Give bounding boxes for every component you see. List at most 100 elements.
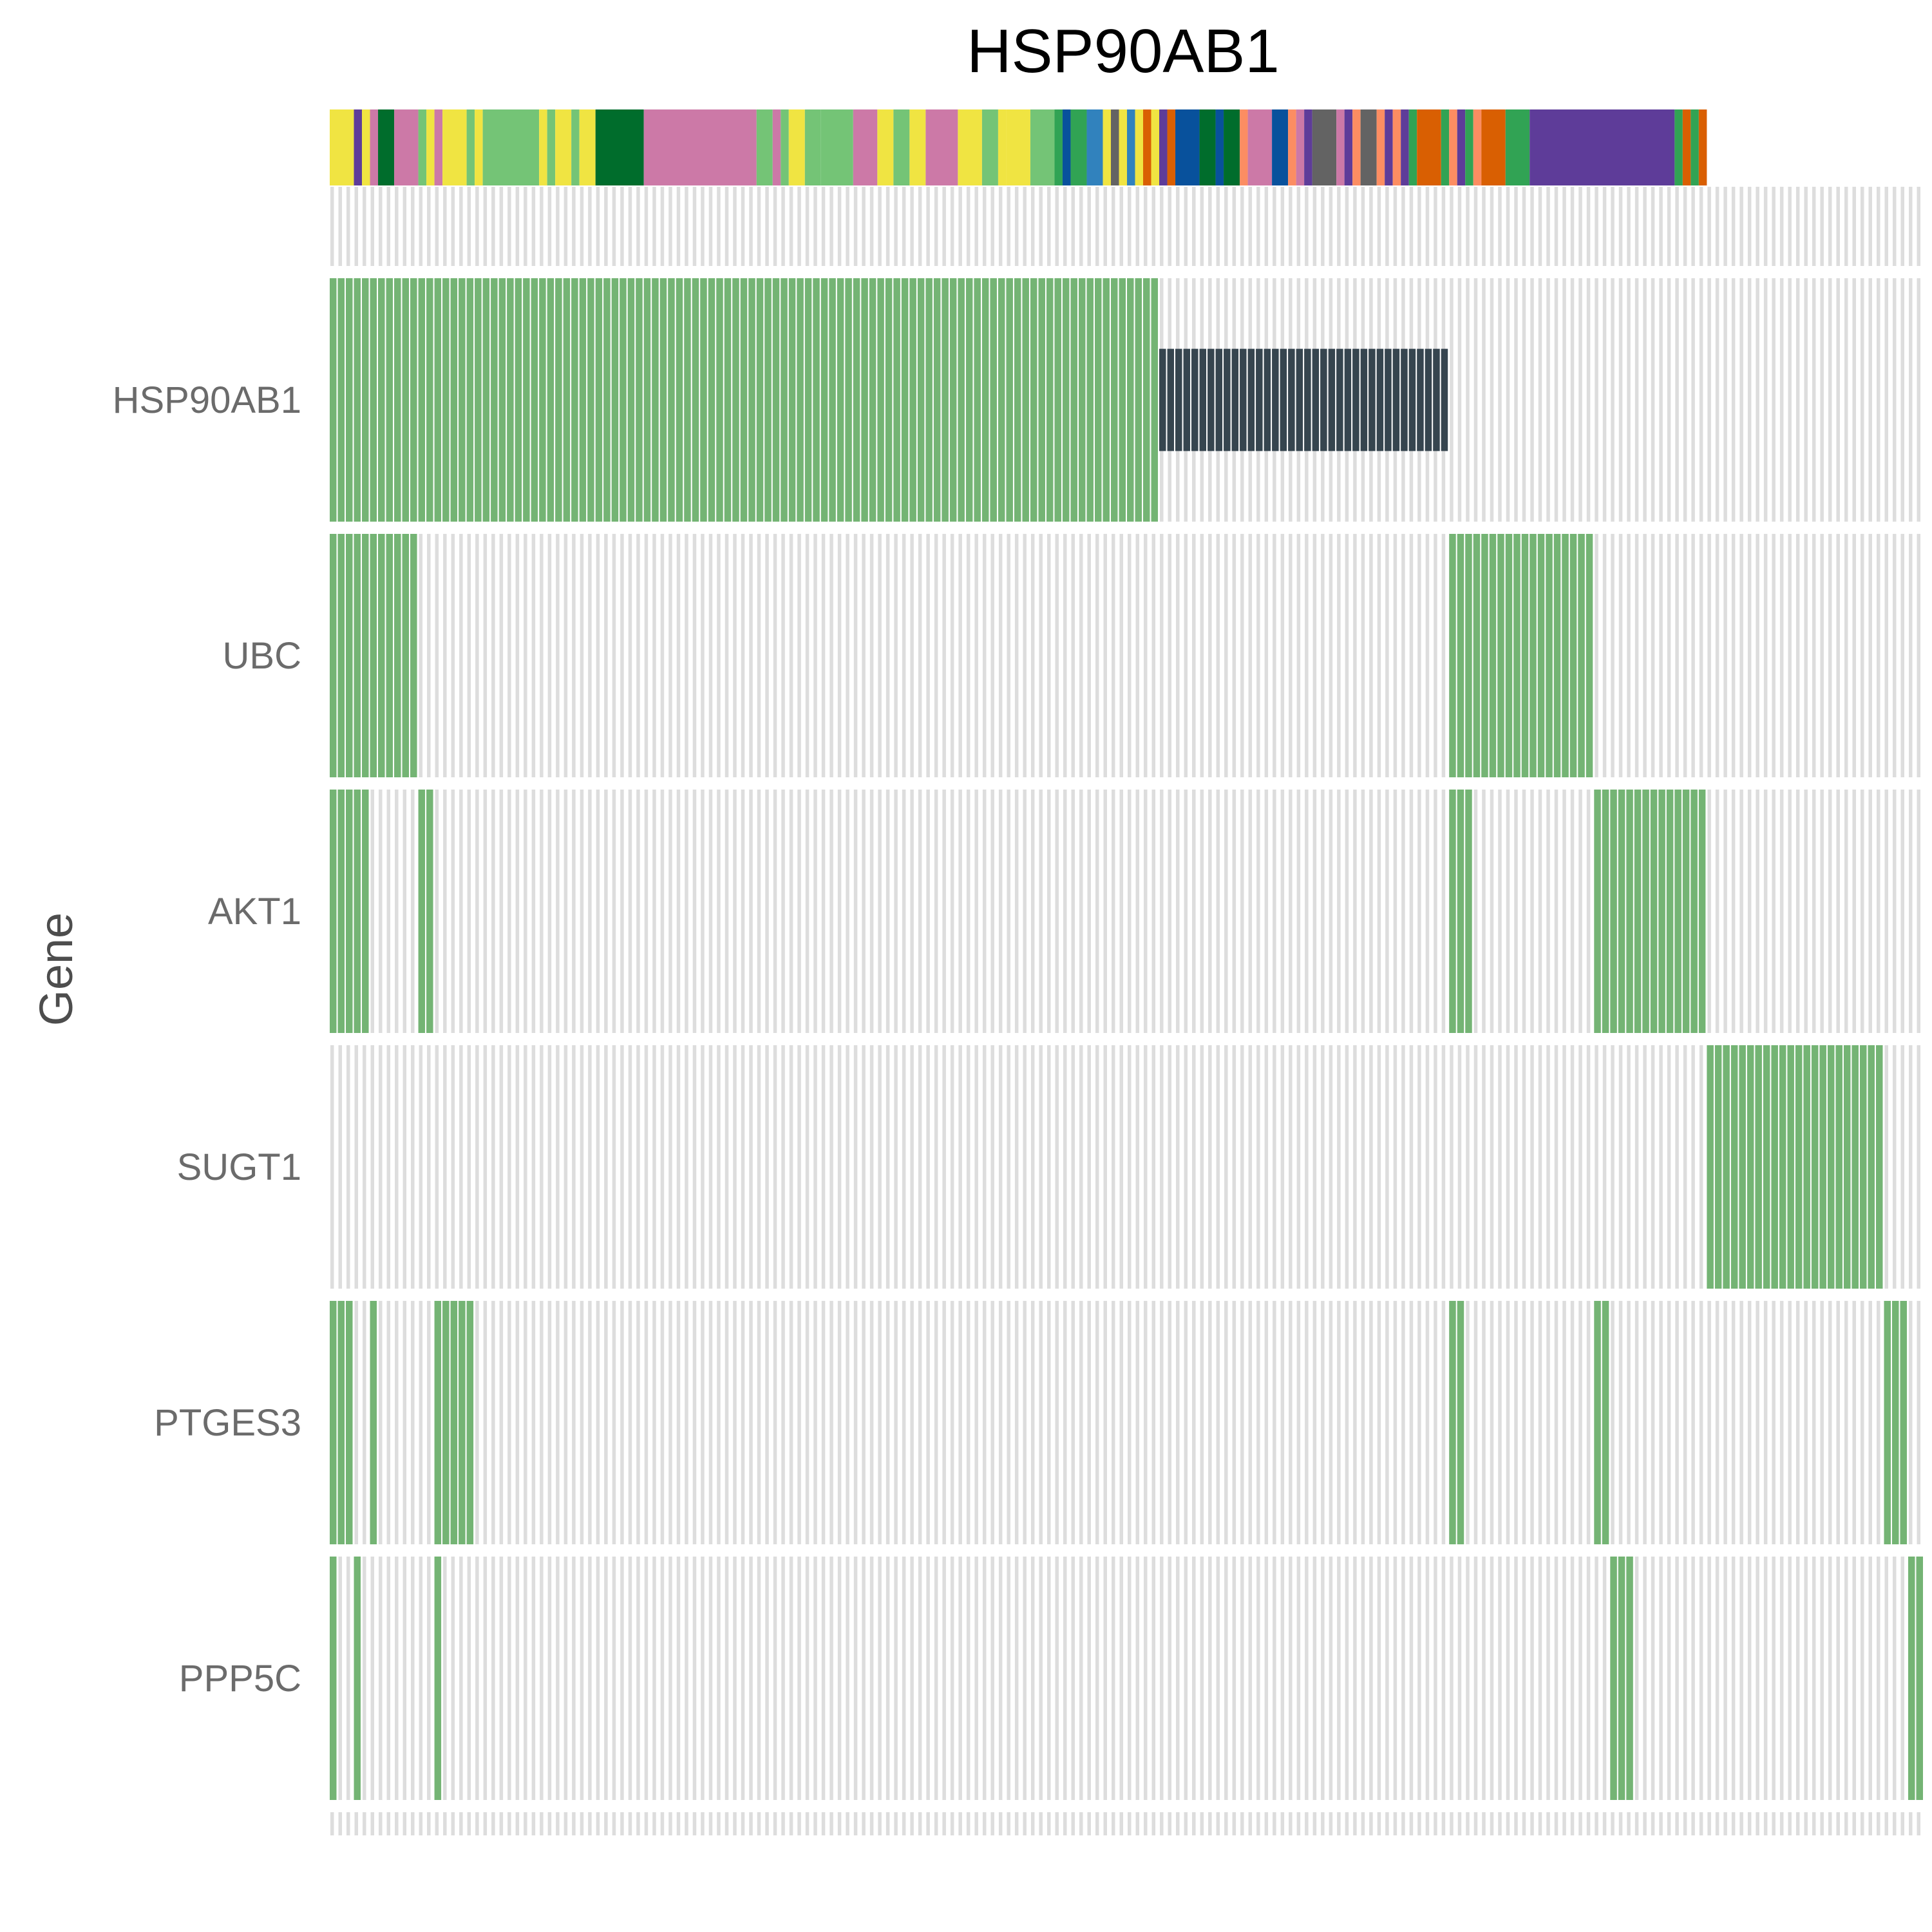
annotation-segment [1682,109,1691,185]
grid-column [934,187,938,1835]
grid-gap [1848,187,1852,1835]
annotation-segment [756,109,773,185]
annotation-segment [1240,109,1248,185]
grid-column [1128,187,1132,1835]
grid-column [1434,187,1437,1835]
heatmap-cell [1779,1045,1786,1289]
heatmap-cell [1473,534,1481,777]
heatmap-cell [1135,278,1142,522]
annotation-segment [1360,109,1377,185]
heatmap-cell [1650,790,1658,1033]
annotation-segment [1473,109,1482,185]
heatmap-cell [386,278,393,522]
heatmap-cell [330,278,337,522]
grid-column [1168,187,1172,1835]
heatmap-cell [981,278,989,522]
heatmap-cell [442,278,450,522]
heatmap-cell [354,278,361,522]
heatmap-cell [756,278,764,522]
annotation-segment [1304,109,1312,185]
grid-gap [1880,187,1884,1835]
heatmap-cell [337,1301,345,1544]
heatmap-cell [346,278,353,522]
grid-gap [1510,187,1514,1835]
annotation-segment [1408,109,1417,185]
grid-gap [1752,187,1756,1835]
heatmap-cell [781,278,788,522]
heatmap-cell [1038,278,1045,522]
grid-gap [391,187,395,1835]
heatmap-cell [1070,278,1077,522]
grid-column [1868,187,1872,1835]
heatmap-cell [1610,1557,1617,1800]
heatmap-cell [1787,1045,1794,1289]
grid-gap [1276,187,1280,1835]
grid-gap [463,187,467,1835]
heatmap-cell [1256,348,1263,451]
annotation-segment [1127,109,1135,185]
annotation-segment [643,109,757,185]
heatmap-cell [362,790,369,1033]
heatmap-cell [579,278,587,522]
heatmap-cell [337,790,345,1033]
grid-gap [1196,187,1200,1835]
grid-gap [866,187,869,1835]
heatmap-cell [700,278,707,522]
heatmap-cell [1215,348,1223,451]
heatmap-cell [442,1301,450,1544]
heatmap-cell [958,278,965,522]
heatmap-cell [354,790,361,1033]
heatmap-cell [1465,534,1472,777]
grid-gap [1285,187,1289,1835]
grid-gap [1228,187,1232,1835]
heatmap-cell [426,278,433,522]
grid-column [1296,187,1301,1835]
annotation-segment [877,109,894,185]
grid-column [1482,187,1486,1835]
heatmap-cell [1481,534,1488,777]
heatmap-cell [772,278,780,522]
grid-column [1715,187,1719,1835]
heatmap-cell [450,1301,458,1544]
heatmap-cell [330,534,337,777]
grid-column [950,187,954,1835]
heatmap-cell [925,278,933,522]
grid-gap [624,187,628,1835]
annotation-segment [1392,109,1401,185]
annotation-segment [362,109,370,185]
annotation-segment [998,109,1007,185]
grid-gap [930,187,934,1835]
grid-gap [1776,187,1779,1835]
heatmap-cell [459,278,466,522]
grid-gap [640,187,644,1835]
heatmap-cell [1425,348,1432,451]
heatmap-cell [531,278,538,522]
grid-column [862,187,866,1835]
grid-gap [1341,187,1345,1835]
heatmap-cell [491,278,498,522]
heatmap-cell [1247,348,1255,451]
grid-gap [415,187,419,1835]
grid-gap [504,187,507,1835]
annotation-segment [1006,109,1030,185]
heatmap-cell [1441,348,1448,451]
grid-gap [544,187,547,1835]
grid-column [451,187,455,1835]
heatmap-cell [1513,534,1520,777]
grid-column [644,187,649,1835]
annotation-segment [330,109,354,185]
row-tick-label: HSP90AB1 [113,379,301,421]
grid-column [1103,187,1107,1835]
grid-column [789,187,793,1835]
heatmap-cell [523,278,530,522]
grid-column [1707,187,1711,1835]
grid-gap [810,187,813,1835]
grid-column [1514,187,1518,1835]
heatmap-cell [1569,534,1577,777]
grid-column [837,187,842,1835]
grid-column [1345,187,1349,1835]
grid-column [1876,187,1880,1835]
heatmap-cell [620,278,627,522]
annotation-segment [418,109,427,185]
heatmap-cell [1022,278,1029,522]
